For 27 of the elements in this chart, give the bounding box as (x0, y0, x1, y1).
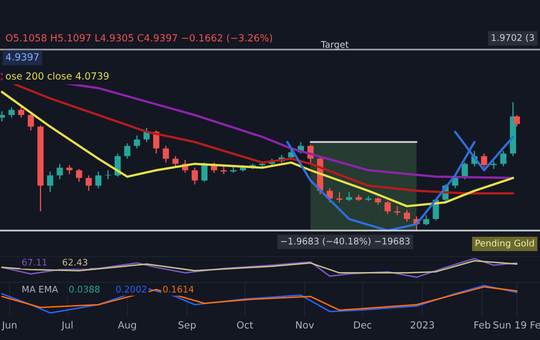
x-tick-label: Dec (354, 321, 372, 329)
candlestick (346, 192, 352, 202)
candlestick (356, 194, 362, 202)
text: O5.1058 H5.1097 L4.9305 C4.9397 −0.1662 (−3.26%) (6, 34, 272, 43)
x-tick-label: Nov (296, 321, 314, 329)
ref-line-label: Target (320, 41, 349, 50)
x-tick-label: Sun 19 Fe (493, 321, 540, 329)
text: ose 200 close 4.0739 (6, 72, 109, 80)
annotation: 0.1614 (163, 286, 194, 293)
annotation: MA EMA (22, 286, 58, 292)
candlestick (220, 166, 227, 175)
text: 1.9702 (3 (492, 34, 534, 42)
x-tick-label: Jun (2, 321, 16, 330)
x-tick-label: Sep (178, 321, 196, 330)
x-tick-label: Aug (118, 321, 136, 330)
text: 4.9397 (6, 53, 39, 61)
candlestick (336, 192, 343, 203)
annotation: 62.43 (62, 258, 88, 266)
annotation: 0.2002 (116, 286, 146, 293)
x-tick-label: Jul (61, 321, 72, 330)
x-tick-label: 2023 (410, 321, 434, 329)
x-tick-label: Feb (474, 321, 490, 329)
annotation: 0.0388 (69, 286, 100, 293)
annotation: −1.9683 (−40.18%) −19683 (281, 238, 410, 246)
annotation: 67.11 (22, 258, 47, 266)
text: Pending Gold (476, 240, 534, 248)
x-tick-label: Oct (237, 321, 254, 329)
